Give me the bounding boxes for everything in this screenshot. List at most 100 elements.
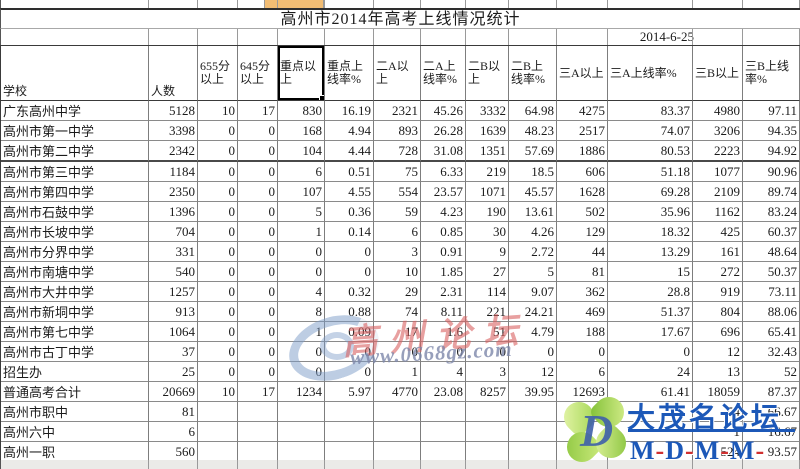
value-cell[interactable]: 54 bbox=[693, 402, 743, 422]
col-header[interactable]: 二A上线率% bbox=[421, 46, 466, 101]
value-cell[interactable]: 893 bbox=[374, 121, 421, 141]
value-cell[interactable]: 0 bbox=[466, 342, 509, 362]
value-cell[interactable]: 919 bbox=[693, 282, 743, 302]
value-cell[interactable]: 2321 bbox=[374, 101, 421, 121]
value-cell[interactable]: 114 bbox=[466, 282, 509, 302]
value-cell[interactable]: 73.11 bbox=[743, 282, 800, 302]
value-cell[interactable]: 29 bbox=[374, 282, 421, 302]
value-cell[interactable]: 18.32 bbox=[608, 222, 693, 242]
value-cell[interactable]: 524 bbox=[693, 442, 743, 462]
value-cell[interactable]: 90.96 bbox=[743, 162, 800, 182]
value-cell[interactable]: 331 bbox=[149, 242, 198, 262]
value-cell[interactable]: 12 bbox=[509, 362, 557, 382]
value-cell[interactable]: 60.37 bbox=[743, 222, 800, 242]
value-cell[interactable]: 13 bbox=[693, 362, 743, 382]
value-cell[interactable]: 362 bbox=[557, 282, 608, 302]
col-header[interactable]: 人数 bbox=[149, 46, 198, 101]
value-cell[interactable]: 1639 bbox=[466, 121, 509, 141]
value-cell[interactable]: 0 bbox=[325, 362, 374, 382]
value-cell[interactable] bbox=[374, 422, 421, 442]
value-cell[interactable]: 0 bbox=[325, 262, 374, 282]
value-cell[interactable]: 80.53 bbox=[608, 141, 693, 162]
value-cell[interactable]: 6.33 bbox=[421, 162, 466, 182]
value-cell[interactable]: 0 bbox=[238, 302, 278, 322]
value-cell[interactable]: 913 bbox=[149, 302, 198, 322]
value-cell[interactable]: 5 bbox=[509, 262, 557, 282]
value-cell[interactable]: 6 bbox=[557, 362, 608, 382]
value-cell[interactable]: 9 bbox=[466, 242, 509, 262]
value-cell[interactable]: 696 bbox=[693, 322, 743, 342]
value-cell[interactable]: 0.36 bbox=[325, 202, 374, 222]
value-cell[interactable]: 0.09 bbox=[325, 322, 374, 342]
value-cell[interactable]: 4 bbox=[421, 362, 466, 382]
value-cell[interactable]: 0 bbox=[557, 342, 608, 362]
value-cell[interactable]: 13.61 bbox=[509, 202, 557, 222]
value-cell[interactable]: 3 bbox=[466, 362, 509, 382]
value-cell[interactable]: 23.57 bbox=[421, 182, 466, 202]
value-cell[interactable]: 0 bbox=[198, 282, 238, 302]
value-cell[interactable]: 554 bbox=[374, 182, 421, 202]
value-cell[interactable]: 23.08 bbox=[421, 382, 466, 402]
value-cell[interactable]: 0 bbox=[238, 141, 278, 162]
orange-highlight-cell[interactable] bbox=[264, 0, 324, 8]
value-cell[interactable]: 61.41 bbox=[608, 382, 693, 402]
value-cell[interactable]: 0 bbox=[238, 282, 278, 302]
value-cell[interactable] bbox=[238, 402, 278, 422]
value-cell[interactable]: 69.28 bbox=[608, 182, 693, 202]
value-cell[interactable]: 0.85 bbox=[421, 222, 466, 242]
value-cell[interactable] bbox=[325, 442, 374, 462]
value-cell[interactable]: 3206 bbox=[693, 121, 743, 141]
value-cell[interactable]: 4.55 bbox=[325, 182, 374, 202]
value-cell[interactable]: 0 bbox=[238, 262, 278, 282]
value-cell[interactable]: 45.26 bbox=[421, 101, 466, 121]
value-cell[interactable]: 0 bbox=[238, 362, 278, 382]
value-cell[interactable]: 1077 bbox=[693, 162, 743, 182]
value-cell[interactable] bbox=[509, 422, 557, 442]
value-cell[interactable] bbox=[198, 442, 238, 462]
value-cell[interactable]: 0.14 bbox=[325, 222, 374, 242]
value-cell[interactable]: 94.92 bbox=[743, 141, 800, 162]
value-cell[interactable]: 89.74 bbox=[743, 182, 800, 202]
value-cell[interactable]: 0 bbox=[608, 342, 693, 362]
value-cell[interactable] bbox=[557, 422, 608, 442]
value-cell[interactable] bbox=[198, 422, 238, 442]
value-cell[interactable]: 30 bbox=[466, 222, 509, 242]
value-cell[interactable]: 1.85 bbox=[421, 262, 466, 282]
value-cell[interactable] bbox=[325, 402, 374, 422]
value-cell[interactable]: 17 bbox=[238, 101, 278, 121]
school-name-cell[interactable]: 高州市第七中学 bbox=[1, 322, 149, 342]
value-cell[interactable]: 32.43 bbox=[743, 342, 800, 362]
value-cell[interactable]: 10 bbox=[198, 101, 238, 121]
value-cell[interactable]: 2342 bbox=[149, 141, 198, 162]
value-cell[interactable] bbox=[557, 442, 608, 462]
school-name-cell[interactable]: 高州市第一中学 bbox=[1, 121, 149, 141]
value-cell[interactable]: 37 bbox=[149, 342, 198, 362]
value-cell[interactable]: 0 bbox=[198, 202, 238, 222]
value-cell[interactable] bbox=[608, 422, 693, 442]
value-cell[interactable]: 51.18 bbox=[608, 162, 693, 182]
value-cell[interactable] bbox=[278, 442, 325, 462]
value-cell[interactable]: 51.37 bbox=[608, 302, 693, 322]
value-cell[interactable] bbox=[325, 422, 374, 442]
value-cell[interactable] bbox=[374, 402, 421, 422]
col-header[interactable]: 645分以上 bbox=[238, 46, 278, 101]
school-name-cell[interactable]: 高州市分界中学 bbox=[1, 242, 149, 262]
value-cell[interactable]: 0 bbox=[198, 322, 238, 342]
value-cell[interactable]: 57.69 bbox=[509, 141, 557, 162]
value-cell[interactable]: 74 bbox=[374, 302, 421, 322]
value-cell[interactable] bbox=[198, 402, 238, 422]
value-cell[interactable]: 66.67 bbox=[743, 402, 800, 422]
value-cell[interactable]: 830 bbox=[278, 101, 325, 121]
value-cell[interactable]: 18059 bbox=[693, 382, 743, 402]
value-cell[interactable]: 704 bbox=[149, 222, 198, 242]
value-cell[interactable]: 161 bbox=[693, 242, 743, 262]
value-cell[interactable]: 52 bbox=[743, 362, 800, 382]
value-cell[interactable]: 31.08 bbox=[421, 141, 466, 162]
value-cell[interactable] bbox=[608, 442, 693, 462]
value-cell[interactable]: 24.21 bbox=[509, 302, 557, 322]
value-cell[interactable]: 0 bbox=[325, 342, 374, 362]
value-cell[interactable]: 17 bbox=[374, 322, 421, 342]
value-cell[interactable]: 3 bbox=[374, 242, 421, 262]
value-cell[interactable]: 45.57 bbox=[509, 182, 557, 202]
value-cell[interactable]: 6 bbox=[149, 422, 198, 442]
